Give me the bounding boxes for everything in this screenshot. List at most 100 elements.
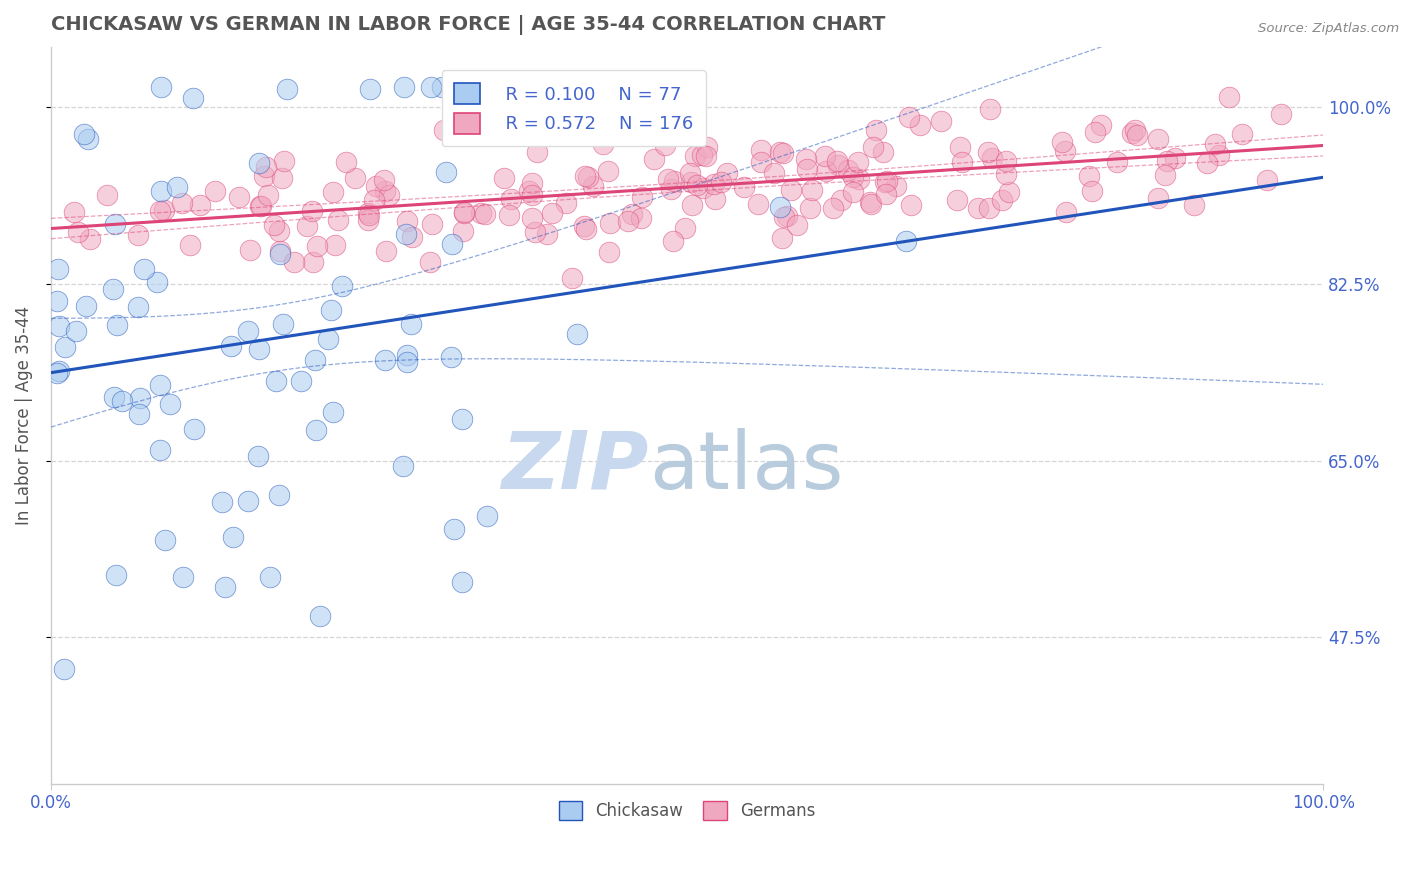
Point [45,366,67,380]
Point [257,188,280,202]
Point [236,494,259,508]
Point [1107,155,1129,169]
Point [872,145,894,159]
Point [264,374,287,388]
Point [747,197,769,211]
Point [897,110,920,124]
Point [359,82,381,96]
Point [621,207,644,221]
Point [127,301,149,315]
Point [166,179,188,194]
Point [453,224,475,238]
Point [344,170,367,185]
Point [63,204,86,219]
Text: ZIP: ZIP [502,428,650,506]
Point [1195,155,1218,169]
Point [776,209,799,223]
Point [654,137,676,152]
Point [96,188,118,202]
Point [149,378,172,392]
Point [254,160,277,174]
Point [967,201,990,215]
Point [474,207,496,221]
Point [540,206,562,220]
Point [827,158,849,172]
Point [319,303,342,318]
Point [239,243,262,257]
Point [769,200,792,214]
Point [749,155,772,169]
Point [309,608,332,623]
Point [1256,173,1278,187]
Point [703,178,725,192]
Point [246,449,269,463]
Point [440,350,463,364]
Point [204,185,226,199]
Point [994,167,1017,181]
Point [128,408,150,422]
Point [249,199,271,213]
Point [394,80,416,95]
Point [683,149,706,163]
Point [1232,128,1254,142]
Point [146,275,169,289]
Point [150,80,173,95]
Point [686,178,709,193]
Point [800,183,823,197]
Point [420,217,443,231]
Point [276,82,298,96]
Point [269,244,291,258]
Point [630,211,652,225]
Point [1156,154,1178,169]
Point [842,186,865,200]
Point [977,202,1000,216]
Point [52,662,75,676]
Point [73,127,96,141]
Point [305,423,328,437]
Point [1204,137,1226,152]
Point [976,145,998,159]
Point [763,166,786,180]
Point [862,139,884,153]
Point [979,102,1001,116]
Point [53,340,76,354]
Point [305,238,328,252]
Point [111,393,134,408]
Point [1090,118,1112,132]
Point [492,170,515,185]
Point [825,153,848,168]
Text: CHICKASAW VS GERMAN IN LABOR FORCE | AGE 35-44 CORRELATION CHART: CHICKASAW VS GERMAN IN LABOR FORCE | AGE… [51,15,886,35]
Point [607,83,630,97]
Point [780,183,803,197]
Point [796,161,818,176]
Point [211,494,233,508]
Point [395,213,418,227]
Point [519,184,541,198]
Point [451,574,474,589]
Point [65,324,87,338]
Point [994,154,1017,169]
Point [259,569,281,583]
Point [522,211,544,226]
Point [396,348,419,362]
Point [815,164,838,178]
Point [554,196,576,211]
Point [395,227,418,241]
Point [1123,123,1146,137]
Point [599,215,621,229]
Point [1054,144,1077,158]
Point [1146,191,1168,205]
Point [45,293,67,308]
Text: Source: ZipAtlas.com: Source: ZipAtlas.com [1258,22,1399,36]
Point [67,225,90,239]
Point [1164,151,1187,165]
Point [104,217,127,231]
Text: atlas: atlas [650,428,844,506]
Point [696,140,718,154]
Point [749,143,772,157]
Point [79,232,101,246]
Point [128,391,150,405]
Point [846,154,869,169]
Point [875,187,897,202]
Point [1218,90,1240,104]
